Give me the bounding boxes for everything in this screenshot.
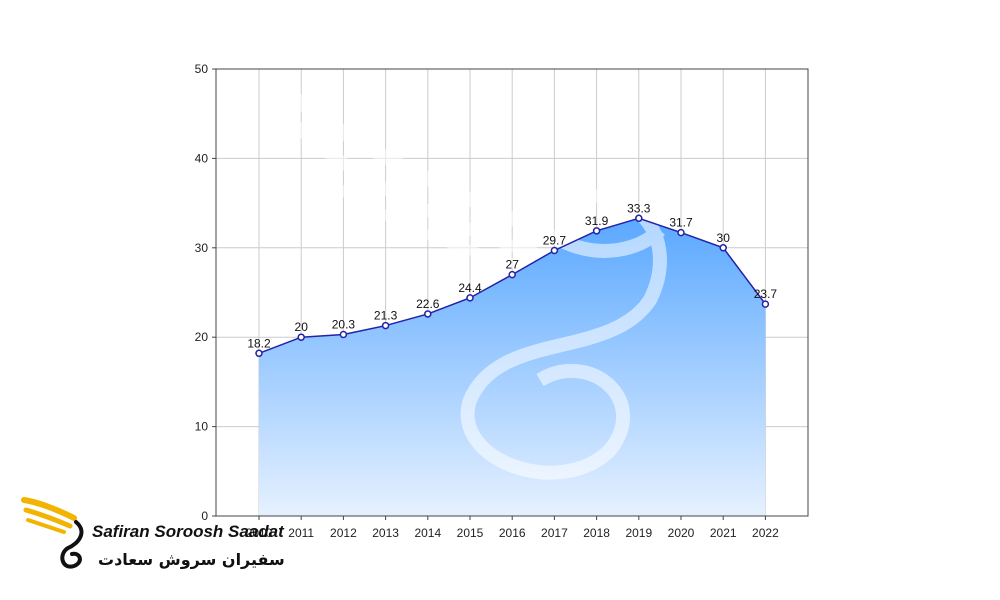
data-label: 20.3 — [332, 318, 356, 332]
x-tick-label: 2015 — [457, 526, 484, 540]
data-labels: 18.2 20 20.3 21.3 22.6 24.4 27 29.7 31.9 33.3 31.7… — [247, 201, 777, 350]
logo-name-fa: سفیران سروش سعادت — [98, 550, 285, 569]
data-label: 18.2 — [247, 336, 271, 350]
y-tick-label: 20 — [195, 330, 209, 344]
y-tick-label: 30 — [195, 241, 209, 255]
data-point — [466, 294, 474, 302]
x-tick-label: 2014 — [414, 526, 441, 540]
y-tick-labels: 0 10 20 30 40 50 — [195, 62, 209, 523]
data-label: 24.4 — [458, 281, 482, 295]
x-tick-label: 2010 — [246, 526, 273, 540]
data-point — [339, 330, 348, 339]
x-tick-label: 2018 — [583, 526, 610, 540]
data-point — [592, 227, 601, 235]
data-label: 22.6 — [416, 297, 440, 311]
data-label: 31.9 — [585, 214, 609, 228]
data-label: 30 — [717, 231, 731, 245]
y-tick-label: 40 — [195, 151, 209, 165]
data-label: 33.3 — [627, 201, 651, 215]
data-label: 20 — [295, 320, 309, 334]
x-tick-label: 2011 — [288, 526, 314, 540]
x-tick-labels: 2010 2011 2012 2013 2014 2015 2016 2017 2018 2019… — [246, 526, 779, 540]
data-point — [719, 244, 727, 252]
x-tick-label: 2016 — [499, 526, 526, 540]
data-point — [255, 349, 263, 358]
x-tick-label: 2021 — [710, 526, 737, 540]
brand-logo: Safiran Soroosh Saadat سفیران سروش سعادت — [18, 492, 318, 582]
data-label: 23.7 — [754, 287, 778, 301]
x-tick-label: 2012 — [330, 526, 357, 540]
x-tick-label: 2020 — [668, 526, 695, 540]
x-tick-label: 2022 — [752, 526, 779, 540]
data-point — [424, 310, 432, 318]
data-point — [550, 246, 559, 255]
data-point — [635, 214, 643, 223]
x-tick-label: 2017 — [541, 526, 568, 540]
x-tick-label: 2019 — [625, 526, 652, 540]
y-tick-label: 50 — [195, 62, 209, 76]
logo-name-en: Safiran Soroosh Saadat — [92, 522, 284, 541]
axes — [212, 68, 809, 520]
y-tick-label: 10 — [195, 420, 209, 434]
data-point — [677, 228, 685, 237]
data-label: 27 — [506, 258, 520, 272]
data-point — [761, 300, 770, 308]
data-point — [508, 270, 516, 279]
x-tick-label: 2013 — [372, 526, 399, 540]
watermark-swan — [264, 70, 667, 480]
data-point — [381, 321, 390, 330]
data-label: 29.7 — [543, 233, 567, 247]
y-tick-label: 0 — [201, 509, 208, 523]
wing-logo-icon — [21, 497, 84, 569]
data-label: 21.3 — [374, 309, 398, 323]
data-label: 31.7 — [669, 216, 693, 230]
data-points — [255, 214, 770, 358]
data-point — [297, 333, 305, 341]
